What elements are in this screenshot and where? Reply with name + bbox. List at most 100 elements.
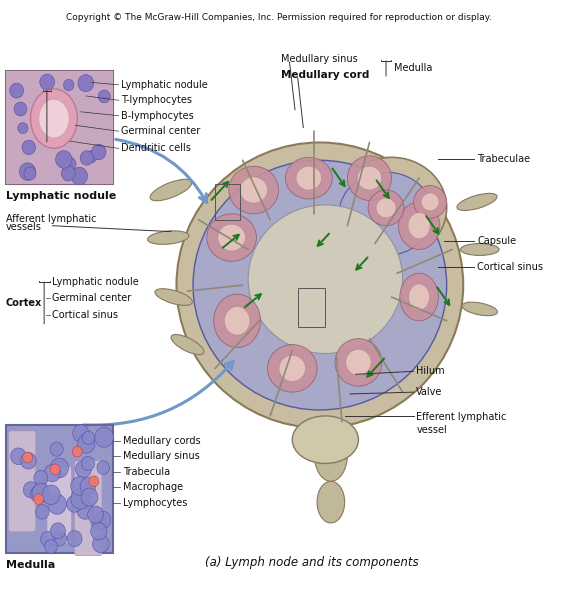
Circle shape <box>34 494 44 505</box>
Ellipse shape <box>376 198 396 218</box>
Ellipse shape <box>268 344 317 392</box>
Ellipse shape <box>414 185 447 218</box>
Ellipse shape <box>148 231 189 244</box>
Ellipse shape <box>314 428 347 481</box>
Circle shape <box>77 502 93 519</box>
Text: Lymphatic nodule: Lymphatic nodule <box>52 277 139 287</box>
Ellipse shape <box>335 338 382 386</box>
Ellipse shape <box>347 156 392 200</box>
Circle shape <box>64 79 74 91</box>
Circle shape <box>14 102 27 116</box>
Text: Hilum: Hilum <box>416 367 445 376</box>
Circle shape <box>50 464 60 475</box>
Text: Medullary sinus: Medullary sinus <box>123 451 200 461</box>
Text: Cortical sinus: Cortical sinus <box>52 310 119 320</box>
Circle shape <box>71 167 88 185</box>
Circle shape <box>48 494 66 514</box>
Text: Cortex: Cortex <box>6 298 42 308</box>
Bar <box>298 288 325 327</box>
Ellipse shape <box>224 307 250 335</box>
Text: vessels: vessels <box>6 223 42 232</box>
Circle shape <box>21 452 36 469</box>
Circle shape <box>40 532 55 547</box>
Circle shape <box>18 122 28 134</box>
Circle shape <box>22 452 33 463</box>
Ellipse shape <box>39 99 69 138</box>
Ellipse shape <box>240 177 268 203</box>
Ellipse shape <box>317 481 345 523</box>
Ellipse shape <box>398 202 440 250</box>
Ellipse shape <box>214 294 261 347</box>
Ellipse shape <box>292 416 359 463</box>
Text: Lymphatic nodule: Lymphatic nodule <box>6 191 116 201</box>
Circle shape <box>56 151 72 168</box>
Circle shape <box>34 470 48 485</box>
Circle shape <box>76 461 92 478</box>
Ellipse shape <box>193 160 447 410</box>
FancyBboxPatch shape <box>8 431 36 532</box>
Circle shape <box>44 464 60 482</box>
Ellipse shape <box>422 193 439 211</box>
Text: Efferent lymphatic
vessel: Efferent lymphatic vessel <box>416 412 507 435</box>
Text: Trabeculae: Trabeculae <box>477 154 530 164</box>
Text: Medullary cords: Medullary cords <box>123 436 201 446</box>
Circle shape <box>50 442 63 456</box>
Text: Germinal center: Germinal center <box>52 293 132 303</box>
Circle shape <box>71 488 90 509</box>
Ellipse shape <box>155 289 192 305</box>
Text: (a) Lymph node and its components: (a) Lymph node and its components <box>205 556 418 569</box>
Ellipse shape <box>207 214 256 262</box>
Circle shape <box>97 461 110 474</box>
Circle shape <box>78 434 95 453</box>
Circle shape <box>23 482 38 498</box>
Ellipse shape <box>30 89 78 148</box>
Circle shape <box>42 485 60 505</box>
Circle shape <box>94 511 111 529</box>
Text: T-lymphocytes: T-lymphocytes <box>121 95 192 105</box>
Ellipse shape <box>457 193 497 211</box>
Bar <box>6 71 113 184</box>
Circle shape <box>93 535 109 553</box>
Text: Macrophage: Macrophage <box>123 482 183 492</box>
Circle shape <box>61 166 75 181</box>
Ellipse shape <box>339 172 433 256</box>
Ellipse shape <box>296 166 321 190</box>
Ellipse shape <box>408 212 430 239</box>
Text: Medulla: Medulla <box>6 560 55 570</box>
Ellipse shape <box>337 157 447 259</box>
Circle shape <box>67 530 82 547</box>
Circle shape <box>80 478 96 494</box>
Ellipse shape <box>409 284 429 310</box>
Circle shape <box>80 151 93 165</box>
Text: Afferent lymphatic: Afferent lymphatic <box>6 214 96 224</box>
Ellipse shape <box>248 205 402 353</box>
Circle shape <box>52 530 66 546</box>
Circle shape <box>44 539 57 553</box>
Circle shape <box>78 74 94 92</box>
FancyBboxPatch shape <box>47 466 72 544</box>
Circle shape <box>11 448 26 464</box>
Circle shape <box>64 158 76 170</box>
Text: Lymphatic nodule: Lymphatic nodule <box>121 80 208 90</box>
Circle shape <box>71 476 88 496</box>
Circle shape <box>92 144 106 160</box>
FancyBboxPatch shape <box>74 461 102 556</box>
Circle shape <box>64 157 74 168</box>
Bar <box>6 71 113 184</box>
Ellipse shape <box>176 142 463 428</box>
Text: Capsule: Capsule <box>477 236 516 245</box>
Ellipse shape <box>460 244 499 256</box>
Ellipse shape <box>285 157 332 199</box>
Circle shape <box>82 431 94 445</box>
Text: Copyright © The McGraw-Hill Companies, Inc. Permission required for reproduction: Copyright © The McGraw-Hill Companies, I… <box>66 13 491 22</box>
Text: Cortical sinus: Cortical sinus <box>477 262 543 272</box>
Circle shape <box>72 446 82 457</box>
Ellipse shape <box>150 179 192 201</box>
Circle shape <box>95 427 114 447</box>
Ellipse shape <box>171 334 204 355</box>
Circle shape <box>22 140 35 155</box>
Text: Medulla: Medulla <box>395 63 433 73</box>
Circle shape <box>51 523 65 539</box>
Text: Valve: Valve <box>416 387 443 397</box>
Circle shape <box>32 484 50 503</box>
